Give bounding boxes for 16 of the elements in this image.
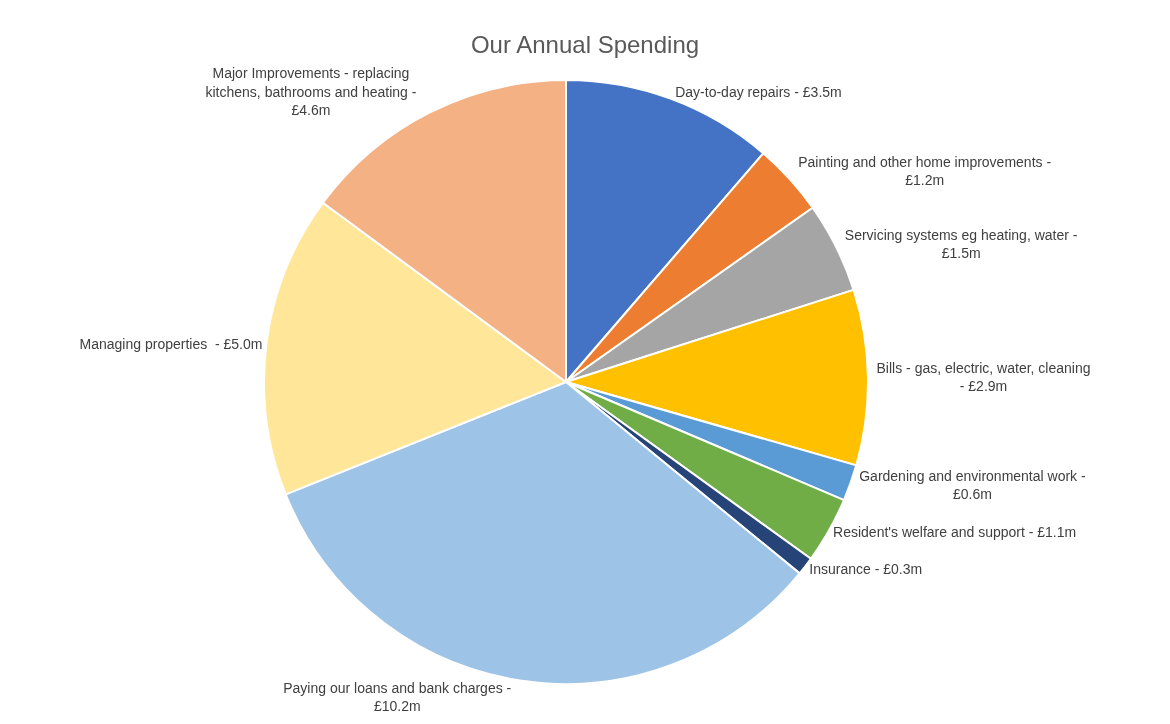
slice-label: Servicing systems eg heating, water - — [844, 226, 1078, 243]
slice-label: Bills - gas, electric, water, cleaning - £2.9m — [876, 360, 1091, 395]
data-label: £0.6m — [952, 485, 992, 502]
chart-title: Our Annual Spending — [470, 31, 700, 58]
slice-label: Major Improvements - replacing kitchens, bathrooms and heating - — [205, 65, 417, 100]
data-label: £1.2m — [905, 172, 945, 189]
data-label: £1.5m — [941, 244, 981, 261]
slice-label: Resident's welfare and support - £1.1m — [833, 524, 1077, 541]
data-label: £10.2m — [373, 698, 421, 715]
data-label: £4.6m — [291, 101, 331, 118]
slice-label: Insurance - £0.3m — [809, 561, 923, 578]
slice-label: Gardening and environmental work - — [859, 467, 1086, 484]
slice-label: Painting and other home improvements - — [798, 154, 1052, 171]
slice-label: Paying our loans and bank charges - — [283, 680, 512, 697]
slice-label: Managing properties - £5.0m — [79, 335, 263, 352]
slice-label: Day-to-day repairs - £3.5m — [675, 83, 842, 100]
